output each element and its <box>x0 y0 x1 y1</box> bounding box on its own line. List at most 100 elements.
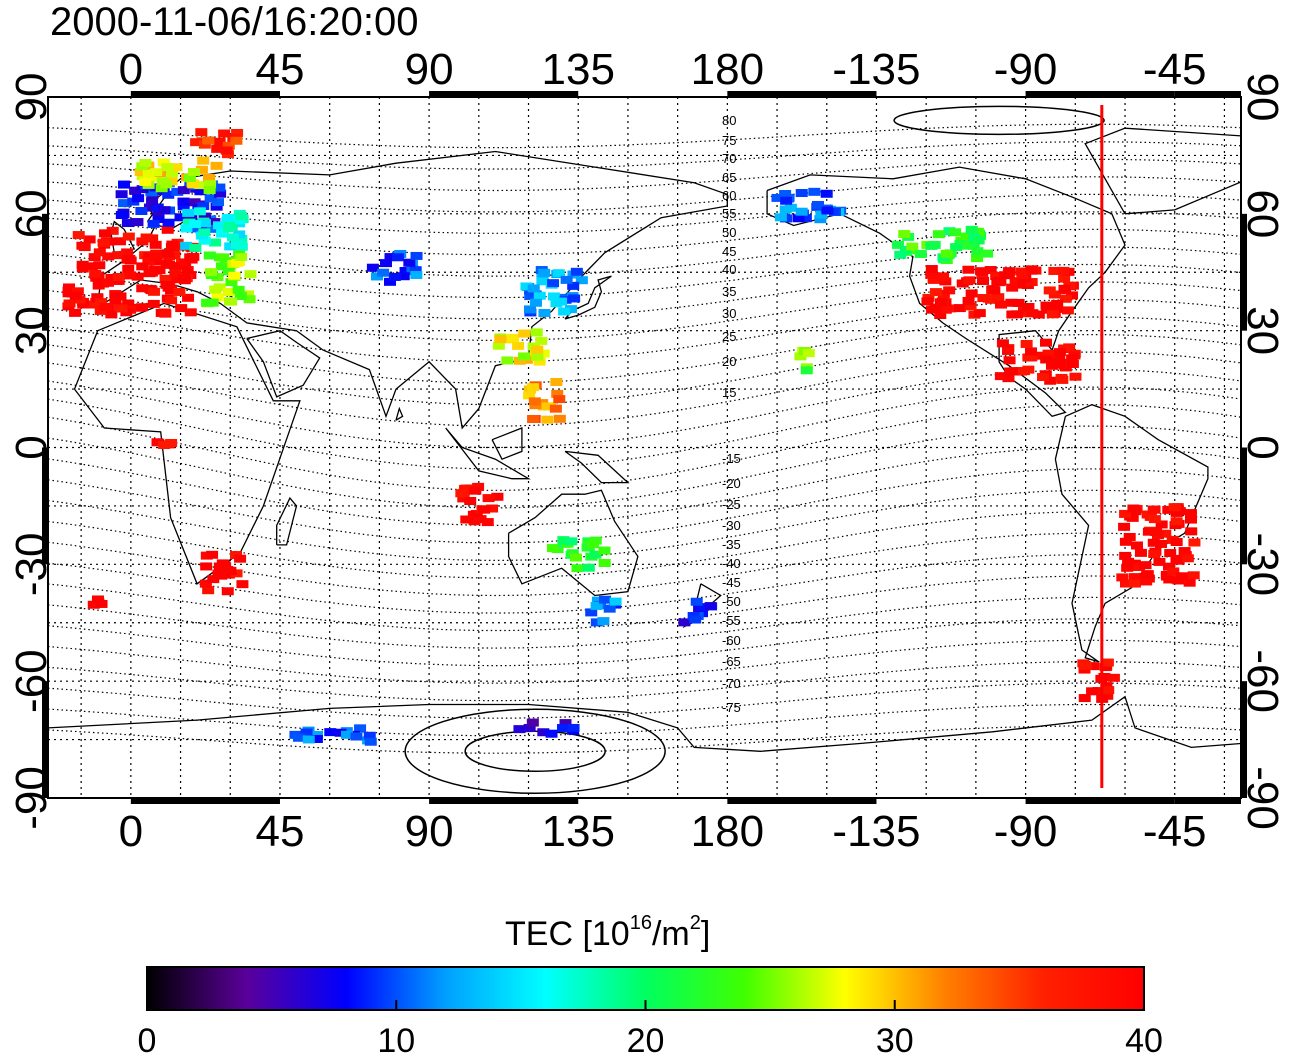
magnetic-contour <box>48 468 1241 544</box>
tec-cell <box>529 298 542 307</box>
tec-cell <box>216 253 229 262</box>
tec-cell <box>1051 299 1064 308</box>
tec-cell <box>95 599 108 608</box>
tec-cell <box>166 240 179 249</box>
tec-cell <box>147 299 160 308</box>
tec-cell <box>1037 372 1050 381</box>
tec-cell <box>975 267 988 276</box>
tec-cell <box>198 140 211 149</box>
tec-cell <box>597 617 610 626</box>
tec-cell <box>109 296 122 305</box>
tec-cell <box>310 734 323 743</box>
tec-cell <box>131 218 144 227</box>
tec-cell <box>142 169 155 178</box>
tec-cell <box>106 226 119 235</box>
tec-cell <box>1139 561 1152 570</box>
tec-cell <box>180 224 193 233</box>
tec-cell <box>586 540 599 549</box>
tec-cell <box>570 553 583 562</box>
tec-cell <box>101 278 114 287</box>
tec-cell <box>566 549 579 558</box>
tec-cell <box>571 564 584 573</box>
tec-cell <box>204 194 217 203</box>
tec-cell <box>206 550 219 559</box>
tec-cell <box>112 273 125 282</box>
tec-cell <box>1006 283 1019 292</box>
tec-cell <box>93 261 106 270</box>
tec-cell <box>1016 271 1029 280</box>
top-lon-label: -90 <box>994 45 1058 94</box>
tec-cell <box>774 213 787 222</box>
tec-cell <box>76 260 89 269</box>
tec-cell <box>967 241 980 250</box>
tec-cell <box>937 272 950 281</box>
tec-cell <box>568 294 581 303</box>
tec-cell <box>958 241 971 250</box>
tec-cell <box>162 190 175 199</box>
bottom-lon-label: -45 <box>1143 807 1207 856</box>
right-lat-label: -30 <box>1238 533 1287 597</box>
tec-cell <box>391 253 404 262</box>
tec-cell <box>690 597 703 606</box>
tec-cell <box>397 272 410 281</box>
tec-cell <box>541 415 554 424</box>
tec-cell <box>222 267 235 276</box>
tec-cell <box>210 202 223 211</box>
tec-cell <box>105 310 118 319</box>
tec-cell <box>136 172 149 181</box>
tec-cell <box>468 517 481 526</box>
tec-cell <box>204 180 217 189</box>
tec-cell <box>170 163 183 172</box>
tec-cell <box>800 366 813 375</box>
tec-cell <box>1164 549 1177 558</box>
tec-cell <box>78 243 91 252</box>
magnetic-lat-label: 65 <box>722 170 736 185</box>
tec-cell <box>112 251 125 260</box>
tec-cell <box>523 305 536 314</box>
tec-cell <box>171 187 184 196</box>
magnetic-latitude-labels: 80 75 70 65 60 55 50 45 40 35 30 25 20 15 -15 -20 -25 -30… <box>722 113 741 715</box>
tec-cell <box>161 249 174 258</box>
tec-cell <box>193 207 206 216</box>
magnetic-lat-label: 30 <box>722 306 736 321</box>
tec-cell <box>1170 537 1183 546</box>
tec-cell <box>198 228 211 237</box>
tec-cell <box>1140 577 1153 586</box>
tec-cell <box>1188 538 1201 547</box>
magnetic-lat-label: -65 <box>722 654 741 669</box>
magnetic-contour <box>48 596 1241 649</box>
tec-cell <box>213 137 226 146</box>
tec-cell <box>140 233 153 242</box>
tec-cell <box>149 183 162 192</box>
magnetic-contour <box>48 575 1241 632</box>
tec-cell <box>1057 266 1070 275</box>
tec-cell <box>121 248 134 257</box>
tec-cell <box>222 141 235 150</box>
tec-cell <box>169 268 182 277</box>
tec-cell <box>1163 562 1176 571</box>
tec-cell <box>1187 571 1200 580</box>
tec-cell <box>1153 557 1166 566</box>
tec-cell <box>460 484 473 493</box>
tec-cell <box>925 265 938 274</box>
tec-cell <box>455 489 468 498</box>
tec-cell <box>513 725 526 734</box>
tec-cell <box>585 608 598 617</box>
tec-cell <box>115 190 128 199</box>
tec-cell <box>1122 557 1135 566</box>
tec-cell <box>170 262 183 271</box>
tec-cell <box>211 144 224 153</box>
tec-cell <box>962 296 975 305</box>
tec-cell <box>1148 515 1161 524</box>
tec-cell <box>149 240 162 249</box>
tec-cell <box>366 263 379 272</box>
tec-cell <box>1042 349 1055 358</box>
tec-cell <box>1131 541 1144 550</box>
tec-cell <box>526 718 539 727</box>
tec-cell <box>527 415 540 424</box>
tec-cell <box>181 266 194 275</box>
magnetic-contour <box>48 123 1241 149</box>
tec-cell <box>1003 356 1016 365</box>
tec-cell <box>132 194 145 203</box>
